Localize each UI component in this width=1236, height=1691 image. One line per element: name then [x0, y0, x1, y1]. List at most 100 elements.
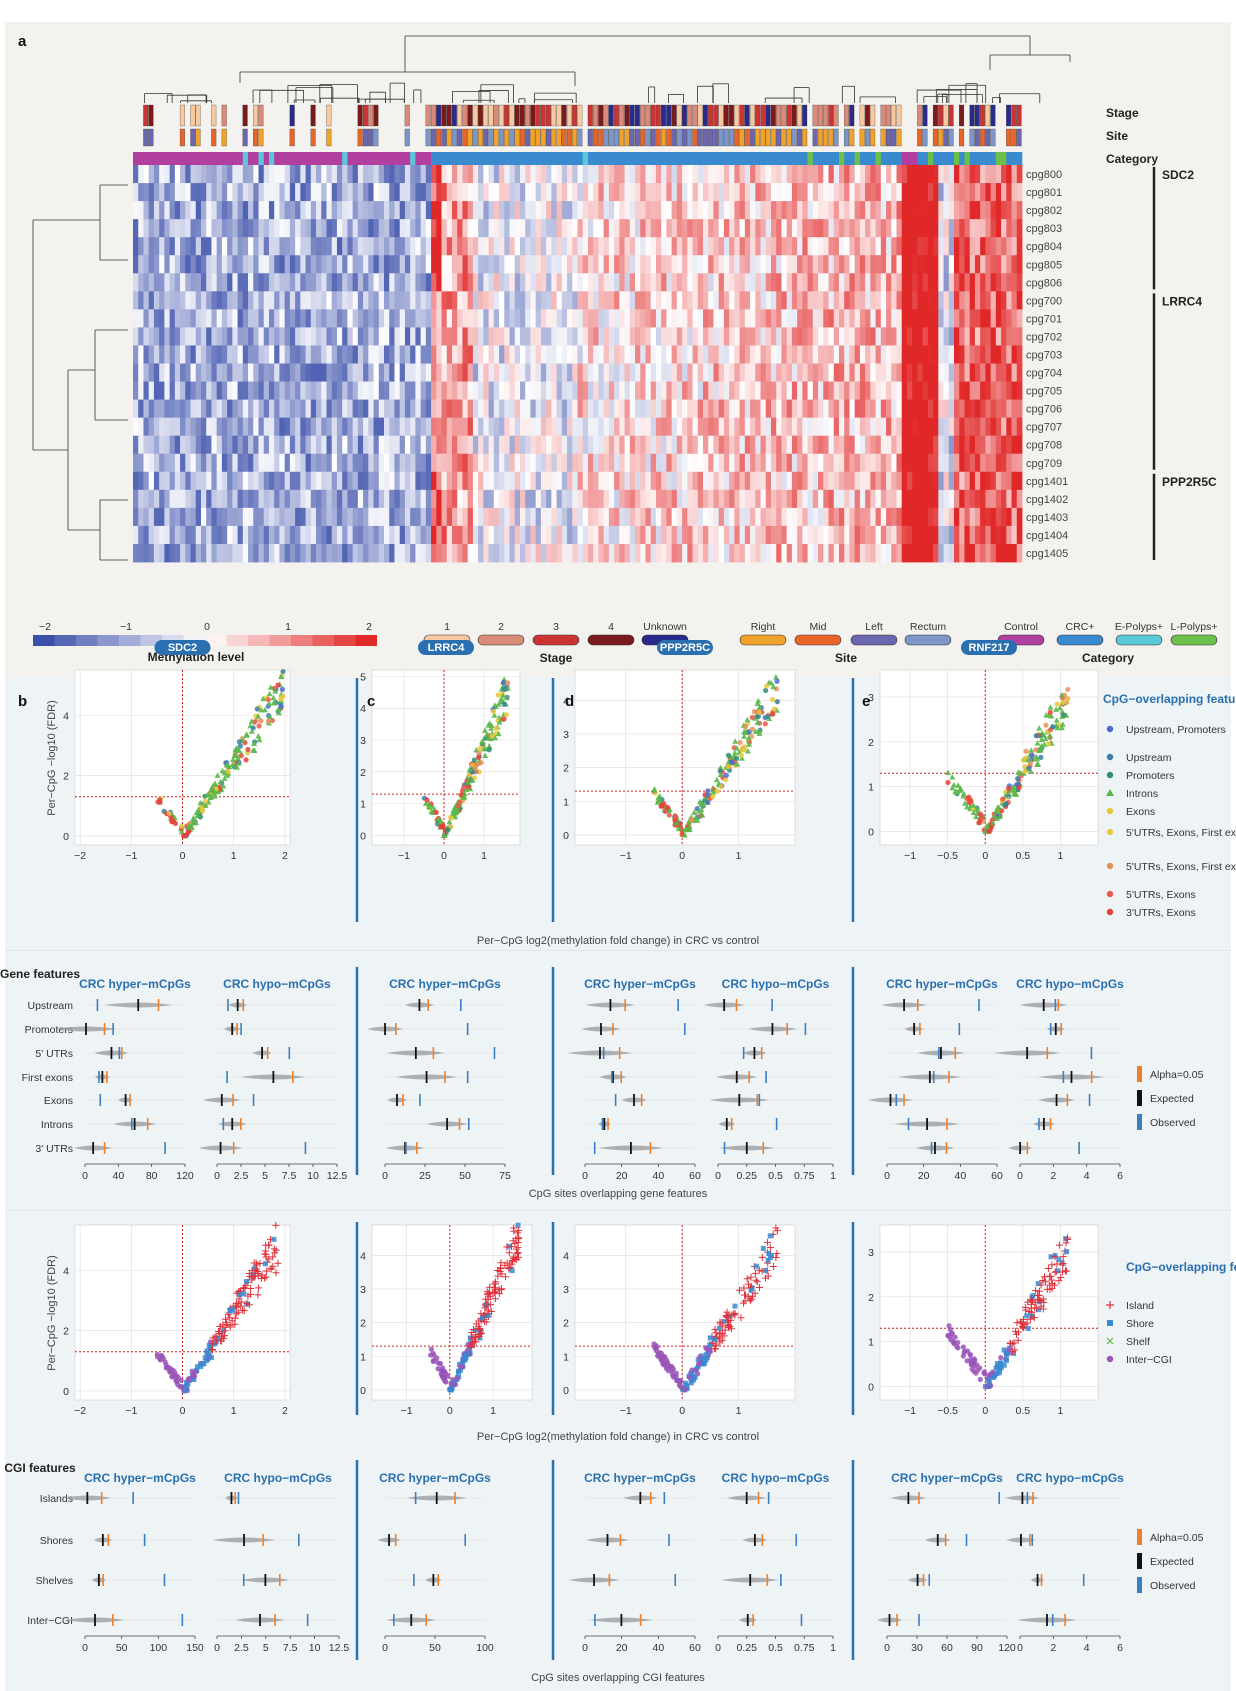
- heatmap-cell: [216, 237, 223, 256]
- feature-point: [254, 706, 260, 712]
- heatmap-cell: [954, 273, 960, 292]
- category-annotation-cell: [692, 152, 699, 169]
- heatmap-cell: [368, 453, 374, 473]
- legend-category-label: L-Polyps+: [1171, 621, 1218, 633]
- stage-annotation-cell: [457, 104, 463, 127]
- heatmap-cell: [415, 435, 422, 455]
- heatmap-cell: [854, 543, 861, 563]
- annotation-label-site: Site: [1106, 129, 1128, 143]
- heatmap-cell: [284, 165, 291, 184]
- heatmap-cell: [415, 327, 422, 346]
- heatmap-cell: [938, 255, 944, 274]
- heatmap-cell: [431, 543, 437, 563]
- heatmap-cell: [472, 345, 479, 364]
- heatmap-cell: [797, 183, 803, 202]
- heatmap-cell: [598, 201, 605, 220]
- site-annotation-cell: [744, 128, 750, 147]
- heatmap-cell: [373, 489, 380, 509]
- heatmap-cell: [357, 219, 364, 238]
- heatmap-cell: [938, 507, 944, 527]
- category-annotation-cell: [697, 152, 704, 169]
- heatmap-cell: [425, 309, 432, 328]
- heatmap-cell: [467, 471, 474, 491]
- stage-annotation-cell: [985, 104, 991, 127]
- intron-point: [202, 802, 209, 808]
- heatmap-cell: [797, 309, 803, 328]
- heatmap-cell: [446, 399, 453, 419]
- feature-point: [482, 735, 489, 741]
- heatmap-cell: [284, 543, 291, 563]
- heatmap-cell: [133, 273, 139, 292]
- heatmap-cell: [274, 345, 280, 364]
- heatmap-cell: [268, 165, 275, 184]
- heatmap-cell: [682, 471, 688, 491]
- heatmap-cell: [917, 309, 924, 328]
- heatmap-cell: [917, 273, 924, 292]
- heatmap-cell: [389, 489, 395, 509]
- heatmap-cell: [295, 435, 301, 455]
- heatmap-cell: [410, 219, 416, 238]
- heatmap-cell: [770, 201, 777, 220]
- heatmap-cell: [974, 219, 981, 238]
- heatmap-cell: [169, 237, 176, 256]
- heatmap-cell: [519, 489, 526, 509]
- intron-point: [224, 762, 231, 768]
- heatmap-cell: [671, 471, 678, 491]
- heatmap-cell: [211, 435, 218, 455]
- heatmap-cell: [268, 363, 275, 382]
- heatmap-cell: [671, 237, 678, 256]
- heatmap-row-label: cpg1405: [1026, 548, 1068, 560]
- heatmap-cell: [870, 543, 876, 563]
- heatmap-cell: [321, 183, 327, 202]
- heatmap-cell: [791, 435, 798, 455]
- heatmap-cell: [980, 237, 986, 256]
- heatmap-cell: [499, 219, 505, 238]
- heatmap-cell: [159, 255, 165, 274]
- heatmap-cell: [969, 273, 976, 292]
- heatmap-cell: [577, 345, 584, 364]
- heatmap-cell: [546, 525, 552, 545]
- heatmap-cell: [875, 255, 882, 274]
- heatmap-cell: [180, 543, 186, 563]
- heatmap-cell: [974, 507, 981, 527]
- heatmap-cell: [750, 453, 756, 473]
- heatmap-cell: [635, 201, 641, 220]
- site-annotation-cell: [645, 128, 651, 147]
- heatmap-cell: [582, 399, 589, 419]
- heatmap-cell: [922, 435, 929, 455]
- heatmap-cell: [472, 471, 479, 491]
- category-annotation-cell: [451, 152, 458, 169]
- heatmap-cell: [268, 291, 275, 310]
- heatmap-cell: [954, 291, 960, 310]
- heatmap-cell: [431, 291, 437, 310]
- heatmap-cell: [211, 345, 218, 364]
- heatmap-cell: [540, 273, 547, 292]
- stage-annotation-cell: [760, 104, 766, 127]
- intron-point: [243, 732, 250, 738]
- heatmap-cell: [232, 345, 238, 364]
- heatmap-cell: [190, 327, 197, 346]
- heatmap-cell: [572, 219, 578, 238]
- intron-point: [739, 755, 746, 761]
- category-annotation-cell: [802, 152, 808, 169]
- heatmap-cell: [472, 237, 479, 256]
- heatmap-cell: [844, 255, 850, 274]
- heatmap-cell: [906, 201, 913, 220]
- heatmap-cell: [985, 381, 992, 400]
- heatmap-cell: [687, 489, 693, 509]
- heatmap-cell: [948, 525, 955, 545]
- heatmap-cell: [744, 237, 751, 256]
- heatmap-cell: [797, 237, 803, 256]
- stage-annotation-cell: [258, 104, 264, 127]
- heatmap-cell: [1011, 291, 1018, 310]
- heatmap-cell: [833, 471, 840, 491]
- heatmap-cell: [718, 327, 725, 346]
- heatmap-cell: [488, 165, 495, 184]
- heatmap-cell: [802, 345, 808, 364]
- heatmap-cell: [431, 435, 437, 455]
- heatmap-cell: [582, 183, 589, 202]
- heatmap-cell: [159, 237, 165, 256]
- heatmap-cell: [797, 507, 803, 527]
- heatmap-cell: [195, 183, 202, 202]
- heatmap-cell: [519, 255, 526, 274]
